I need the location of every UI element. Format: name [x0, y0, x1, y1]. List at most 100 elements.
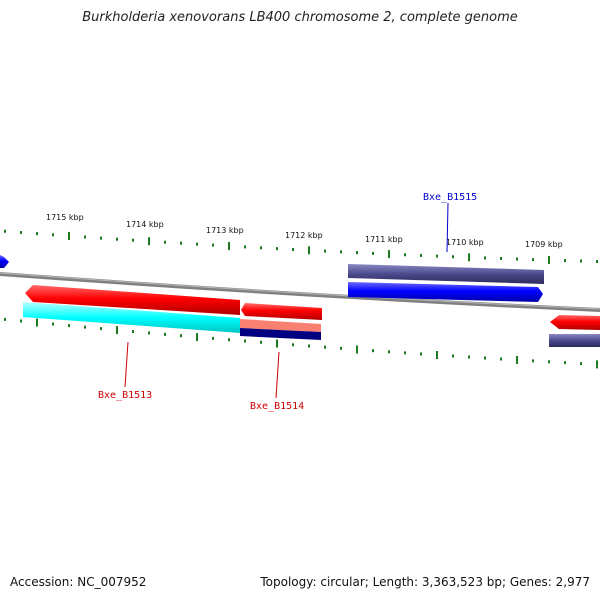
scale-label-1710: 1710 kbp — [446, 238, 484, 247]
minor-tick — [404, 253, 406, 257]
outer-ruler — [4, 229, 598, 265]
minor-tick — [420, 253, 422, 257]
minor-tick — [228, 338, 230, 342]
minor-tick — [420, 352, 422, 356]
label-bxe-b1514[interactable]: Bxe_B1514 — [250, 401, 304, 412]
minor-tick — [180, 241, 182, 245]
cds-bxe-b1515[interactable] — [348, 264, 544, 284]
minor-tick — [164, 332, 166, 336]
label-bxe-b1513[interactable]: Bxe_B1513 — [98, 390, 152, 401]
minor-tick — [596, 259, 598, 263]
genome-backbone — [0, 272, 600, 312]
minor-tick — [468, 355, 470, 359]
major-tick — [516, 355, 518, 364]
inner-ruler — [4, 317, 598, 369]
minor-tick — [356, 251, 358, 255]
scale-label-1715: 1715 kbp — [46, 213, 84, 222]
major-tick — [436, 350, 438, 359]
minor-tick — [372, 251, 374, 255]
minor-tick — [564, 361, 566, 365]
minor-tick — [116, 237, 118, 241]
gene-edge-left[interactable] — [0, 255, 9, 268]
minor-tick — [532, 359, 534, 363]
minor-tick — [276, 247, 278, 251]
minor-tick — [20, 230, 22, 234]
minor-tick — [52, 322, 54, 326]
major-tick — [388, 250, 390, 259]
minor-tick — [340, 346, 342, 350]
minor-tick — [132, 330, 134, 334]
major-tick — [596, 360, 598, 369]
minor-tick — [404, 351, 406, 355]
scale-label-1709: 1709 kbp — [525, 240, 563, 249]
minor-tick — [4, 229, 6, 233]
leader-bxe-b1514 — [275, 351, 280, 399]
minor-tick — [100, 327, 102, 331]
major-tick — [68, 231, 70, 240]
minor-tick — [324, 345, 326, 349]
minor-tick — [84, 325, 86, 329]
minor-tick — [52, 233, 54, 237]
minor-tick — [452, 255, 454, 259]
minor-tick — [212, 336, 214, 340]
scale-label-1714: 1714 kbp — [126, 220, 164, 229]
gene-edge-right[interactable] — [550, 315, 600, 330]
major-tick — [116, 326, 118, 335]
cds-bxe-b1513[interactable] — [23, 302, 240, 333]
cds-bxe-b1514-upper[interactable] — [240, 319, 321, 332]
gene-bxe-b1513[interactable] — [25, 285, 240, 315]
minor-tick — [292, 343, 294, 347]
major-tick — [356, 345, 358, 354]
gene-bxe-b1514[interactable] — [241, 303, 322, 320]
minor-tick — [308, 344, 310, 348]
major-tick — [148, 237, 150, 246]
major-tick — [276, 339, 278, 348]
minor-tick — [532, 258, 534, 262]
minor-tick — [564, 259, 566, 263]
minor-tick — [580, 259, 582, 263]
minor-tick — [132, 238, 134, 242]
minor-tick — [196, 242, 198, 246]
cds-edge-right[interactable] — [549, 334, 600, 347]
cds-bxe-b1514-lower[interactable] — [240, 328, 321, 340]
minor-tick — [148, 331, 150, 335]
minor-tick — [180, 334, 182, 338]
minor-tick — [500, 357, 502, 361]
accession-text: Accession: NC_007952 — [10, 575, 147, 589]
minor-tick — [260, 340, 262, 344]
minor-tick — [212, 243, 214, 247]
minor-tick — [452, 354, 454, 358]
gene-bxe-b1515[interactable] — [348, 282, 543, 302]
minor-tick — [68, 324, 70, 328]
minor-tick — [164, 240, 166, 244]
minor-tick — [516, 257, 518, 261]
minor-tick — [260, 246, 262, 250]
scale-label-1713: 1713 kbp — [206, 226, 244, 235]
major-tick — [228, 242, 230, 251]
leader-bxe-b1515 — [446, 202, 449, 253]
minor-tick — [580, 362, 582, 366]
minor-tick — [84, 235, 86, 239]
minor-tick — [244, 245, 246, 249]
minor-tick — [484, 256, 486, 260]
major-tick — [196, 333, 198, 342]
minor-tick — [4, 317, 6, 321]
minor-tick — [340, 250, 342, 254]
minor-tick — [372, 349, 374, 353]
major-tick — [468, 253, 470, 262]
major-tick — [308, 246, 310, 255]
minor-tick — [36, 232, 38, 236]
label-bxe-b1515[interactable]: Bxe_B1515 — [423, 192, 477, 203]
major-tick — [548, 256, 550, 265]
major-tick — [36, 318, 38, 327]
minor-tick — [436, 254, 438, 258]
minor-tick — [324, 249, 326, 253]
scale-label-1711: 1711 kbp — [365, 235, 403, 244]
minor-tick — [292, 247, 294, 251]
minor-tick — [244, 339, 246, 343]
minor-tick — [500, 257, 502, 260]
minor-tick — [20, 319, 22, 323]
minor-tick — [100, 236, 102, 240]
leader-bxe-b1513 — [124, 341, 129, 388]
